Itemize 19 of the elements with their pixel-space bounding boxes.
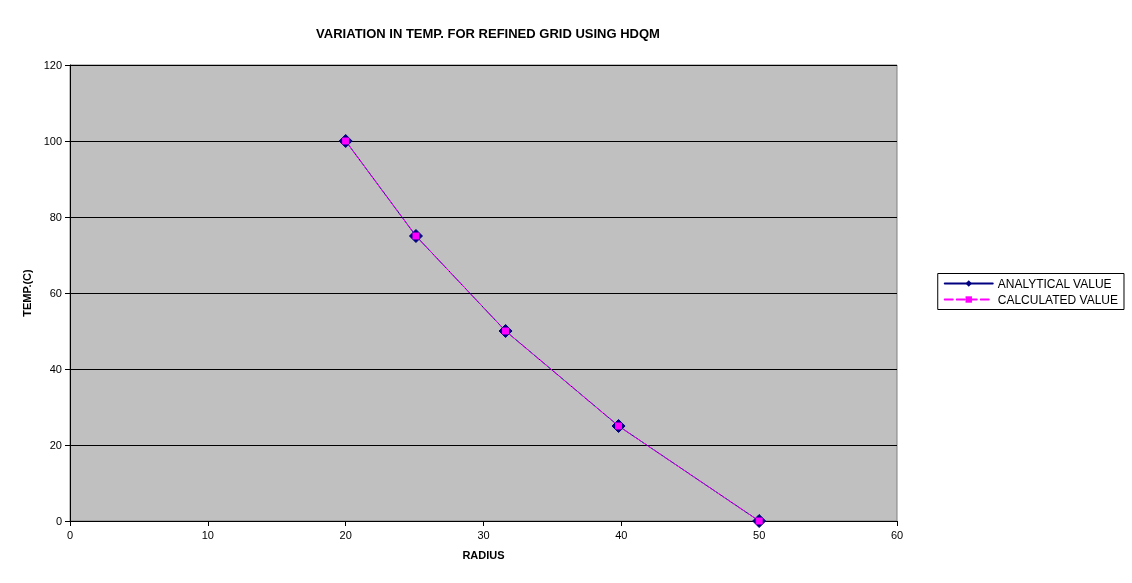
y-tick-label: 20	[49, 439, 62, 451]
x-axis-title: RADIUS	[462, 548, 505, 561]
x-tick-label: 50	[753, 528, 766, 541]
x-tick-label: 0	[66, 528, 74, 541]
x-tick-label: 40	[615, 528, 628, 541]
x-tick-label: 60	[890, 528, 904, 541]
y-tick-label: 120	[43, 59, 62, 71]
y-tick-label: 0	[55, 515, 62, 527]
y-tick-label: 40	[49, 363, 62, 375]
y-tick-label: 100	[43, 135, 62, 147]
x-tick-label: 30	[477, 528, 490, 541]
y-tick-label: 80	[49, 211, 62, 223]
legend-label: CALCULATED VALUE	[997, 292, 1119, 307]
y-tick-label: 60	[49, 287, 62, 299]
x-tick-label: 20	[339, 528, 352, 541]
chart-title: VARIATION IN TEMP. FOR REFINED GRID USING HDQM	[316, 26, 660, 41]
x-tick-label: 10	[201, 528, 214, 541]
legend-label: ANALYTICAL VALUE	[997, 276, 1112, 291]
y-axis-title: TEMP.(C)	[20, 268, 33, 317]
